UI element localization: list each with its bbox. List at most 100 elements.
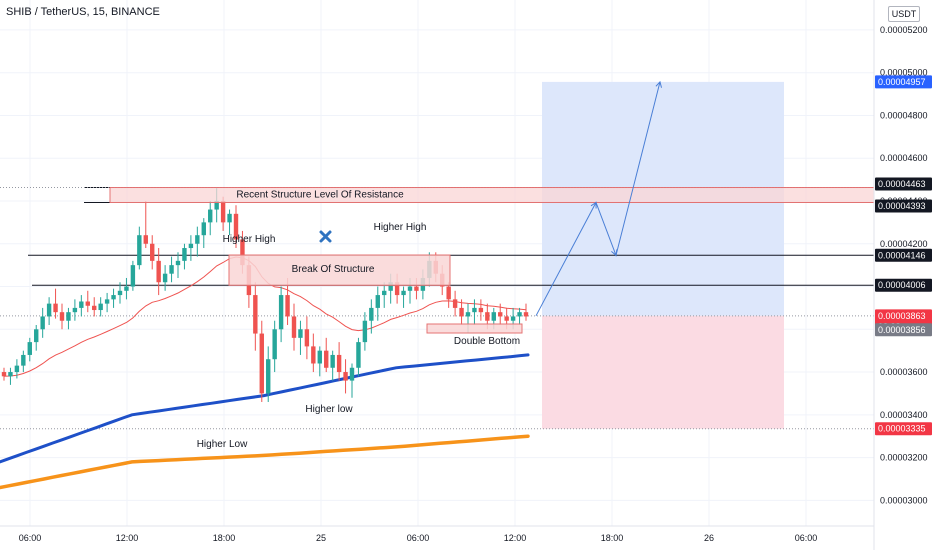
candle xyxy=(182,248,187,261)
price-label xyxy=(875,323,932,337)
candle xyxy=(156,260,161,283)
candle xyxy=(214,200,219,210)
candle xyxy=(414,286,419,291)
stop-loss-zone[interactable] xyxy=(542,315,784,429)
candle xyxy=(504,316,509,321)
x-tick-label: 12:00 xyxy=(504,533,527,543)
candle xyxy=(227,213,232,223)
currency-button[interactable]: USDT xyxy=(888,6,920,22)
price-label xyxy=(875,248,932,262)
higher-high-label: Higher High xyxy=(223,234,276,245)
candle xyxy=(27,342,32,355)
candle xyxy=(143,235,148,244)
candle xyxy=(388,282,393,291)
candle xyxy=(117,290,123,296)
candle xyxy=(8,372,13,377)
candle xyxy=(498,312,503,317)
candle xyxy=(220,200,226,223)
candle xyxy=(98,303,103,311)
double-bottom-zone[interactable] xyxy=(426,323,523,334)
candle xyxy=(162,273,168,283)
resistance-zone-label: Recent Structure Level Of Resistance xyxy=(236,190,404,201)
candle xyxy=(394,282,400,296)
double-bottom-label: Double Bottom xyxy=(454,336,520,347)
candle xyxy=(266,359,271,394)
symbol-title: SHIB / TetherUS, 15, BINANCE xyxy=(6,6,160,18)
projection-arrow-icon xyxy=(590,201,597,209)
candle xyxy=(278,295,284,330)
candle xyxy=(150,243,155,261)
candle xyxy=(375,295,380,308)
price-label xyxy=(875,422,932,436)
candle xyxy=(92,305,97,311)
y-tick-label: 0.00003000 xyxy=(880,495,928,505)
candle xyxy=(85,301,90,306)
price-label-text: 0.00003856 xyxy=(878,325,926,335)
candle xyxy=(21,354,26,366)
candle xyxy=(285,295,290,317)
candle xyxy=(169,265,174,274)
x-tick-label: 06:00 xyxy=(795,533,818,543)
candle xyxy=(317,350,322,364)
resistance-zone[interactable] xyxy=(109,187,875,203)
candle xyxy=(369,307,374,321)
projection-path[interactable] xyxy=(535,81,661,317)
candle xyxy=(111,295,116,300)
candle xyxy=(124,286,129,291)
candle xyxy=(79,301,84,308)
candle xyxy=(14,365,20,373)
ma-mid-line xyxy=(0,353,530,464)
y-tick-label: 0.00005000 xyxy=(880,68,928,78)
candle xyxy=(446,286,451,300)
x-tick-label: 18:00 xyxy=(213,533,236,543)
price-label xyxy=(875,278,932,292)
break-of-structure-zone[interactable] xyxy=(228,254,451,286)
candle xyxy=(291,316,297,338)
x-marker-icon xyxy=(319,230,332,243)
x-tick-label: 26 xyxy=(704,533,714,543)
candle xyxy=(46,303,52,317)
candle xyxy=(34,329,39,343)
candle xyxy=(349,367,355,381)
y-tick-label: 0.00004600 xyxy=(880,153,928,163)
higher-high-label: Higher High xyxy=(374,222,427,233)
x-tick-label: 18:00 xyxy=(601,533,624,543)
candle xyxy=(1,372,7,377)
x-tick-label: 06:00 xyxy=(19,533,42,543)
candle xyxy=(104,299,110,304)
candle xyxy=(195,235,200,244)
candle xyxy=(336,354,342,373)
candle xyxy=(40,316,45,330)
projection-arrow-icon xyxy=(611,249,618,257)
candle xyxy=(259,333,264,394)
y-tick-label: 0.00003600 xyxy=(880,367,928,377)
y-tick-label: 0.00003400 xyxy=(880,410,928,420)
y-tick-label: 0.00003200 xyxy=(880,453,928,463)
higher-low-label: Higher Low xyxy=(197,439,248,450)
candle xyxy=(175,260,181,266)
candle xyxy=(201,222,206,236)
candle xyxy=(491,312,496,321)
price-label-text: 0.00003335 xyxy=(878,424,926,434)
candle xyxy=(130,265,136,287)
candle xyxy=(485,312,490,321)
candle xyxy=(452,299,458,308)
candle xyxy=(356,342,361,368)
price-label-text: 0.00004006 xyxy=(878,280,926,290)
candle xyxy=(510,316,516,321)
candle xyxy=(362,320,368,343)
price-label-text: 0.00004463 xyxy=(878,179,926,189)
x-tick-label: 25 xyxy=(316,533,326,543)
candle xyxy=(343,372,348,381)
candle xyxy=(53,303,58,313)
candle xyxy=(272,329,277,360)
candle xyxy=(330,354,335,368)
candle xyxy=(233,213,239,240)
price-label-text: 0.00004393 xyxy=(878,201,926,211)
candle xyxy=(382,290,387,296)
ma-slow-line xyxy=(0,434,530,490)
candle xyxy=(240,239,245,266)
price-label xyxy=(875,75,932,89)
